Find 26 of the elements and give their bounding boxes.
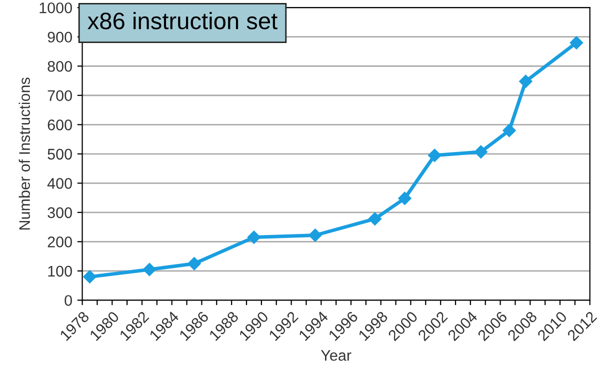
y-tick-label: 100 bbox=[48, 266, 72, 277]
y-axis-title: Number of Instructions bbox=[18, 78, 30, 230]
point bbox=[247, 230, 261, 244]
point bbox=[570, 36, 584, 50]
point bbox=[474, 145, 488, 158]
y-tick-label: 900 bbox=[48, 32, 72, 43]
point bbox=[188, 257, 201, 270]
y-tick-label: 1000 bbox=[40, 2, 72, 14]
point bbox=[502, 124, 516, 138]
y-tick-label: 300 bbox=[48, 207, 72, 218]
y-tick-label: 600 bbox=[48, 120, 72, 130]
y-tick-label: 700 bbox=[48, 90, 72, 102]
point bbox=[428, 148, 442, 162]
y-tick-label: 200 bbox=[48, 236, 72, 248]
point bbox=[368, 212, 382, 226]
point bbox=[308, 228, 322, 242]
y-tick-label: 0 bbox=[64, 295, 72, 306]
point bbox=[142, 262, 156, 276]
point bbox=[83, 270, 96, 284]
y-tick-label: 400 bbox=[47, 178, 72, 189]
chart-title: x86 instruction set bbox=[88, 12, 278, 30]
x-axis-title: Year bbox=[320, 350, 352, 361]
y-tick-label: 800 bbox=[48, 60, 72, 72]
point bbox=[398, 192, 412, 205]
y-tick-label: 500 bbox=[48, 148, 72, 160]
point bbox=[519, 74, 532, 88]
